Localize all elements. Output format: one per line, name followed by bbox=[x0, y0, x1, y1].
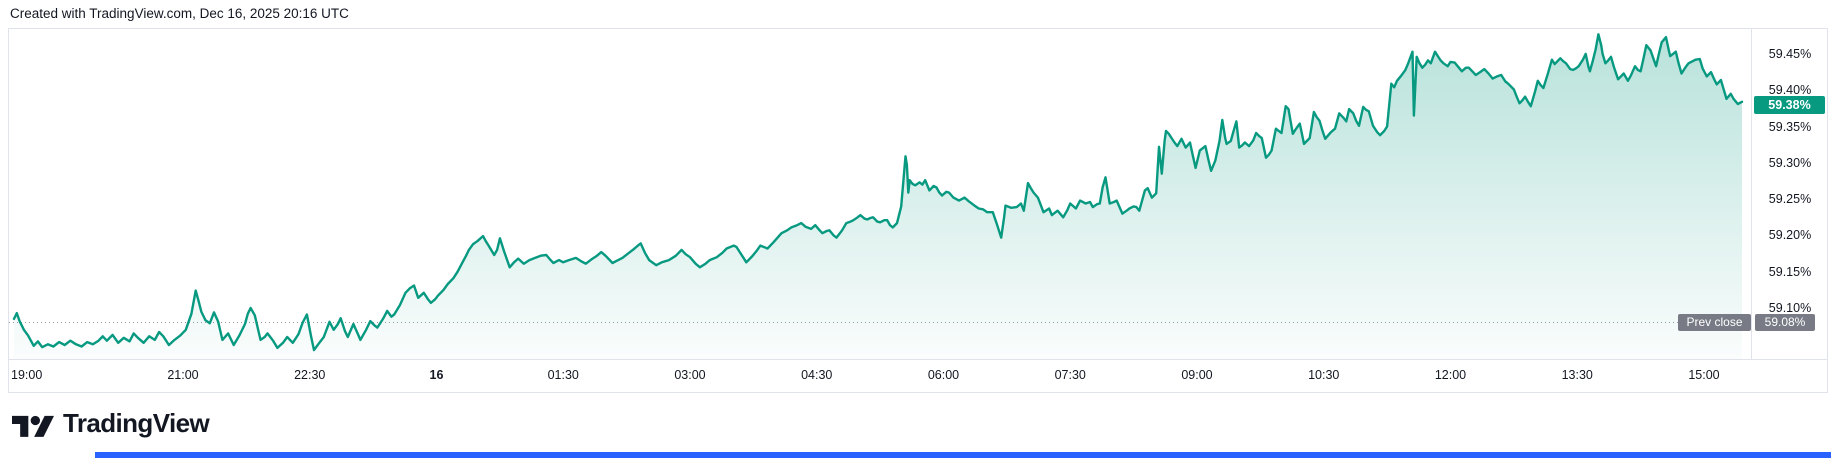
tradingview-logo-icon bbox=[12, 415, 54, 437]
tradingview-logo-text: TradingView bbox=[63, 408, 210, 438]
series-area-fill bbox=[14, 34, 1742, 359]
time-tick-label: 07:30 bbox=[1054, 368, 1086, 382]
prev-close-value-badge: 59.08% bbox=[1755, 314, 1815, 332]
attribution-text: Created with TradingView.com, Dec 16, 20… bbox=[10, 6, 349, 21]
price-tick-label: 59.45% bbox=[1768, 46, 1812, 61]
chart-plot-area[interactable] bbox=[9, 29, 1751, 359]
price-tick-label: 59.20% bbox=[1768, 228, 1812, 243]
time-tick-label: 03:00 bbox=[674, 368, 706, 382]
time-tick-label: 01:30 bbox=[547, 368, 579, 382]
price-tick-label: 59.35% bbox=[1768, 119, 1812, 134]
price-area-chart bbox=[9, 33, 1751, 359]
time-tick-label: 19:00 bbox=[11, 368, 43, 382]
time-tick-label: 04:30 bbox=[801, 368, 833, 382]
time-tick-label: 13:30 bbox=[1561, 368, 1593, 382]
tradingview-logo-link[interactable]: TradingView bbox=[12, 408, 210, 439]
current-price-badge: 59.38% bbox=[1754, 95, 1825, 114]
chart-frame: 59.45% 59.40% 59.35% 59.30% 59.25% 59.20% 59.1… bbox=[8, 28, 1828, 393]
price-tick-label: 59.30% bbox=[1768, 155, 1812, 170]
time-tick-label: 10:30 bbox=[1308, 368, 1340, 382]
price-axis[interactable]: 59.45% 59.40% 59.35% 59.30% 59.25% 59.20% 59.1… bbox=[1751, 29, 1828, 359]
series-line bbox=[12, 33, 1744, 352]
bottom-blue-strip bbox=[95, 452, 1831, 458]
time-tick-label: 12:00 bbox=[1434, 368, 1467, 382]
time-tick-label: 09:00 bbox=[1181, 368, 1213, 382]
price-tick-label: 59.25% bbox=[1768, 192, 1812, 207]
price-tick-label: 59.40% bbox=[1768, 83, 1812, 98]
prev-close-label-badge: Prev close bbox=[1678, 314, 1751, 332]
time-axis[interactable]: 19:00 21:00 22:30 16 01:30 03:00 04:30 06:00 07:… bbox=[9, 359, 1827, 393]
time-tick-label: 21:00 bbox=[167, 368, 199, 382]
time-tick-label: 16 bbox=[429, 368, 444, 382]
price-tick-label: 59.10% bbox=[1768, 301, 1812, 315]
time-tick-label: 06:00 bbox=[927, 368, 960, 382]
time-tick-label: 22:30 bbox=[294, 368, 326, 382]
price-tick-label: 59.15% bbox=[1768, 264, 1812, 279]
time-tick-label: 15:00 bbox=[1688, 368, 1720, 382]
